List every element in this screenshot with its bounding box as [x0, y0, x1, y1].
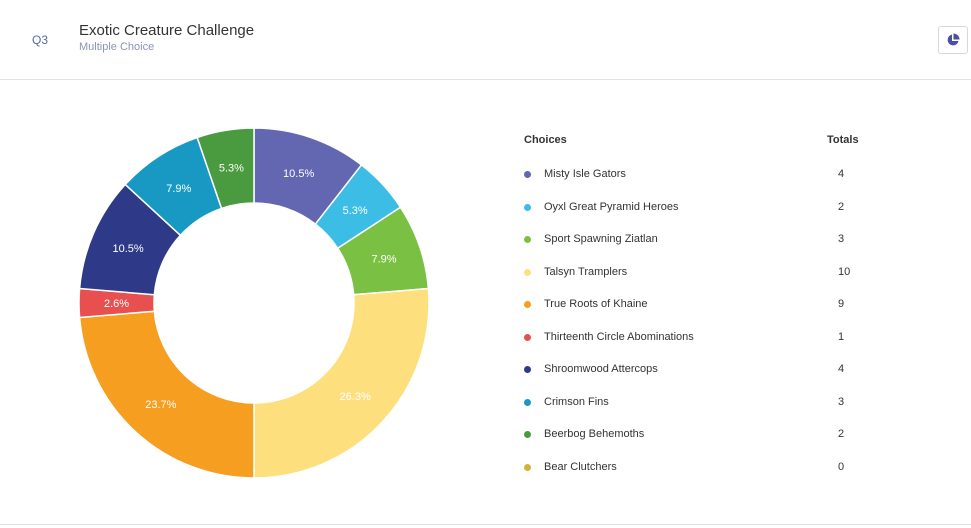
slice-percent-label: 26.3%: [340, 391, 371, 403]
choice-total: 9: [838, 298, 845, 310]
slice-percent-label: 2.6%: [104, 298, 129, 310]
divider: [0, 524, 971, 525]
slice-percent-label: 7.9%: [372, 253, 397, 265]
choice-label: Talsyn Tramplers: [544, 265, 628, 278]
slice-percent-label: 10.5%: [112, 243, 143, 255]
donut-chart-svg: 10.5% 5.3% 7.9% 26.3% 23.7% 2.6% 10.5% 7.9% 5.3%: [78, 127, 430, 479]
legend-color-dot: [524, 333, 531, 341]
legend-row: Thirteenth Circle Abominations 1: [524, 329, 854, 349]
legend-color-dot: [524, 236, 531, 243]
choices-column-header: Choices: [524, 134, 567, 146]
legend-row: Sport Spawning Ziatlan 3: [524, 231, 854, 251]
slice-percent-label: 5.3%: [343, 205, 368, 217]
question-title: Exotic Creature Challenge: [79, 22, 255, 39]
question-header: Q3 Exotic Creature Challenge Multiple Ch…: [0, 0, 971, 80]
chart-type-button[interactable]: [938, 26, 968, 54]
choice-label: Shroomwood Attercops: [544, 363, 658, 375]
donut-chart: 10.5% 5.3% 7.9% 26.3% 23.7% 2.6% 10.5% 7.9% 5.3%: [70, 120, 440, 490]
choice-label: Bear Clutchers: [544, 460, 617, 473]
legend-color-dot: [524, 203, 531, 211]
legend-row: Oyxl Great Pyramid Heroes 2: [524, 199, 854, 219]
choice-label: Crimson Fins: [544, 395, 609, 408]
legend-color-dot: [524, 301, 531, 308]
donut-slice[interactable]: [78, 310, 255, 479]
legend-color-dot: [524, 398, 531, 406]
choice-total: 10: [838, 265, 851, 278]
donut-slice[interactable]: [196, 127, 255, 210]
choice-label: Beerbog Behemoths: [544, 428, 645, 440]
choice-total: 2: [838, 428, 845, 440]
legend-color-dot: [524, 171, 531, 178]
choice-total: 4: [838, 363, 845, 375]
choice-total: 2: [838, 200, 845, 213]
legend-row: Shroomwood Attercops 4: [524, 361, 854, 381]
choice-total: 3: [838, 233, 845, 245]
legend-row: Beerbog Behemoths 2: [524, 426, 854, 446]
donut-slice[interactable]: [253, 287, 430, 479]
legend-row: Crimson Fins 3: [524, 394, 854, 414]
choice-label: Thirteenth Circle Abominations: [544, 330, 694, 343]
choice-label: Sport Spawning Ziatlan: [544, 233, 658, 245]
choice-label: True Roots of Khaine: [544, 298, 648, 310]
choice-total: 1: [838, 330, 845, 343]
legend-color-dot: [524, 463, 531, 471]
choice-total: 3: [838, 395, 845, 408]
legend-color-dot: [524, 431, 531, 438]
choice-total: 0: [838, 460, 845, 473]
legend-color-dot: [524, 268, 531, 276]
legend-row: True Roots of Khaine 9: [524, 296, 854, 316]
slice-percent-label: 10.5%: [283, 168, 314, 180]
slice-percent-label: 7.9%: [166, 183, 191, 195]
totals-column-header: Totals: [827, 134, 859, 146]
question-type: Multiple Choice: [79, 41, 155, 53]
choice-total: 4: [838, 168, 845, 180]
pie-chart-icon: [947, 33, 960, 46]
question-number: Q3: [32, 33, 49, 47]
slice-percent-label: 23.7%: [145, 399, 176, 411]
legend-row: Talsyn Tramplers 10: [524, 264, 854, 284]
slice-percent-label: 5.3%: [219, 162, 244, 174]
legend-row: Bear Clutchers 0: [524, 459, 854, 479]
choice-label: Misty Isle Gators: [544, 168, 626, 180]
legend-row: Misty Isle Gators 4: [524, 166, 854, 186]
choice-label: Oyxl Great Pyramid Heroes: [544, 200, 679, 213]
legend-color-dot: [524, 366, 531, 373]
